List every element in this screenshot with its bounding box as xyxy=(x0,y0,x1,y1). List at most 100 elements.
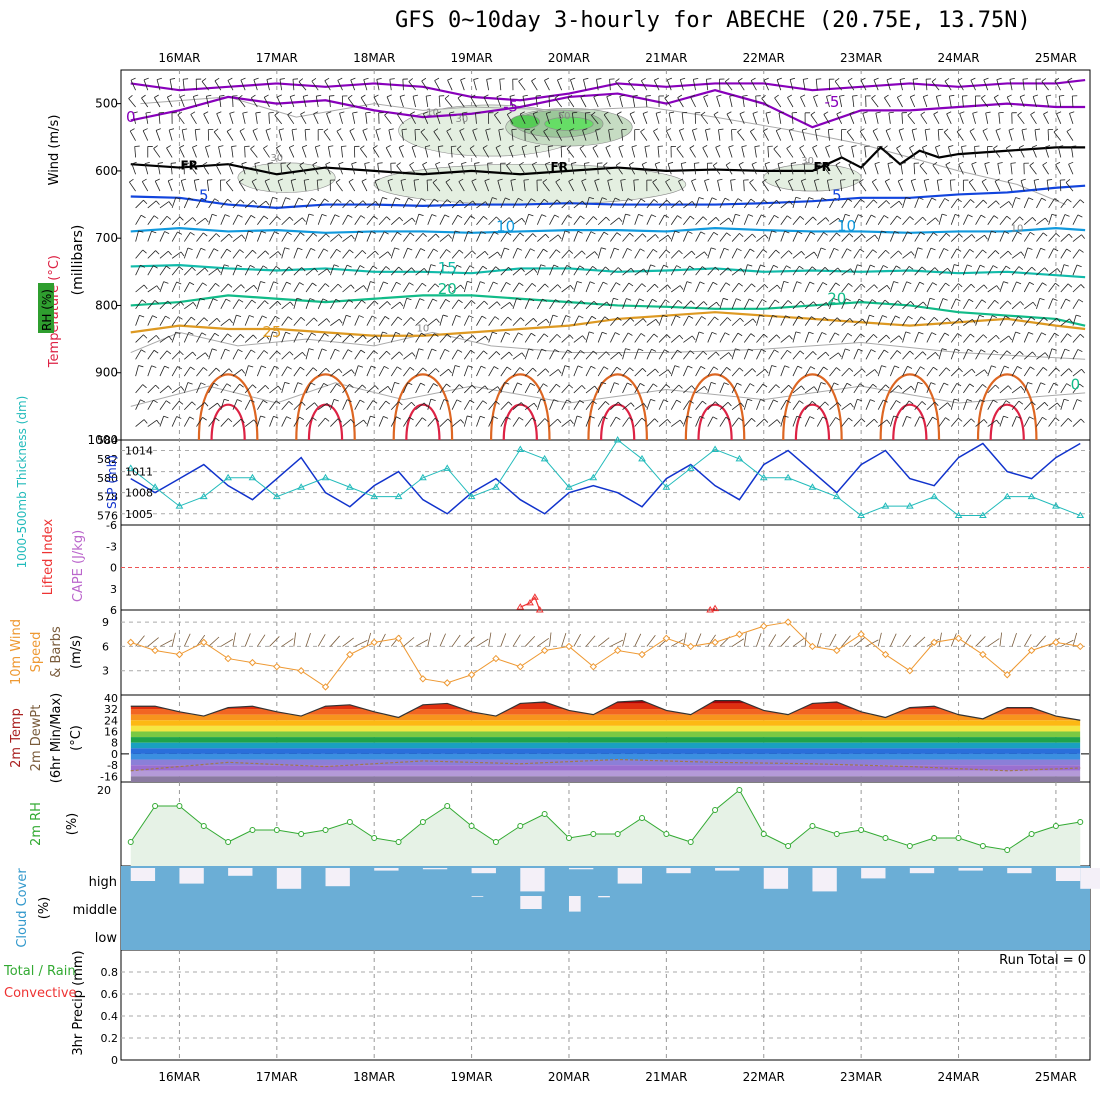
wind-barb xyxy=(582,130,587,141)
wind-barb-flag xyxy=(1056,268,1061,273)
temperature-contour-35 xyxy=(697,403,733,441)
wind-barb-flag xyxy=(898,250,903,255)
wind-barb xyxy=(695,366,702,377)
wind-barb-flag xyxy=(218,145,224,148)
wind-barb xyxy=(427,418,436,427)
wind-barb-flag xyxy=(1027,382,1033,385)
wind-barb-flag xyxy=(1021,128,1027,131)
wind-barb-flag xyxy=(823,366,828,371)
wind-barb xyxy=(987,315,993,326)
wind-barb xyxy=(317,403,328,411)
wind-barb xyxy=(822,165,830,175)
wind-barb-flag xyxy=(700,111,706,116)
wind-barb xyxy=(378,301,388,310)
wind-barb xyxy=(829,198,836,209)
wind-barb xyxy=(817,351,826,360)
wind-barb-flag xyxy=(1020,301,1024,306)
wind-barb-flag xyxy=(520,402,525,407)
wind-barb-flag xyxy=(848,233,854,238)
wind-barb xyxy=(963,418,972,427)
wind-barb xyxy=(451,249,460,259)
wind-barb xyxy=(606,96,611,108)
wind-barb xyxy=(201,81,209,91)
wind-barb-flag xyxy=(970,418,975,423)
wind-barb-flag xyxy=(142,384,147,389)
wind-barb-flag xyxy=(1030,316,1036,321)
wind-barb xyxy=(719,367,727,377)
wind-barb xyxy=(485,129,490,141)
wind-barb-flag xyxy=(169,128,175,131)
wind-barb-flag xyxy=(920,111,926,116)
wind-barb xyxy=(330,418,339,427)
date-label-bottom: 19MAR xyxy=(451,1070,493,1084)
wind-barb-flag xyxy=(1029,162,1034,166)
wind-barb xyxy=(193,180,197,192)
wind-barb xyxy=(354,384,363,394)
wind-barb xyxy=(537,198,545,209)
wind-barb-flag xyxy=(1079,199,1085,204)
wind-barb xyxy=(448,163,453,175)
wind10m-barb xyxy=(451,634,461,647)
wind-barb-flag xyxy=(825,217,830,222)
wind-barb xyxy=(183,316,192,326)
wind-barb-flag xyxy=(1010,162,1016,164)
wind-barb-flag xyxy=(240,284,245,289)
wind-barb xyxy=(620,180,623,192)
wind-barb xyxy=(634,403,644,411)
wind-barb xyxy=(184,217,193,226)
wind-barb xyxy=(834,81,842,91)
wind-barb xyxy=(738,164,745,175)
wind-barb-flag xyxy=(791,162,797,164)
wind-barb xyxy=(658,249,667,259)
wind-barb-flag xyxy=(456,399,462,403)
wind-barb-flag xyxy=(686,415,692,419)
wind-barb xyxy=(561,215,568,225)
wind-barb xyxy=(1011,197,1016,209)
wind-barb xyxy=(1060,264,1065,276)
wind-barb-flag xyxy=(861,161,867,165)
wind-barb-flag xyxy=(493,231,499,235)
wind-barb xyxy=(848,164,855,175)
wind-barb xyxy=(535,96,538,108)
wind-barb-flag xyxy=(961,145,967,148)
wind-barb-flag xyxy=(751,233,756,238)
wind-barb xyxy=(274,115,282,125)
wind-barb xyxy=(342,315,347,326)
wind-barb-flag xyxy=(264,300,269,305)
wind-barb xyxy=(950,417,959,427)
wind-barb xyxy=(257,400,264,410)
wind-barb xyxy=(183,197,190,209)
wind-barb-flag xyxy=(740,402,745,408)
wind-barb xyxy=(1072,418,1082,427)
wind-barb xyxy=(987,200,997,209)
wind-barb-flag xyxy=(298,78,304,83)
wind-barb xyxy=(220,214,226,225)
wind-barb xyxy=(1060,283,1069,293)
wind-barb xyxy=(957,80,964,91)
wind-barb xyxy=(658,369,669,377)
wind-barb-flag xyxy=(638,348,644,352)
wind-barb-flag xyxy=(373,145,378,149)
wind-barb xyxy=(253,79,258,91)
wind-barb xyxy=(1036,197,1042,209)
wind-barb xyxy=(950,264,955,276)
wind-barb-flag xyxy=(167,94,173,98)
wind-barb xyxy=(317,233,327,242)
wind-barb-flag xyxy=(557,369,562,374)
wind-barb xyxy=(792,400,800,410)
wind-barb xyxy=(403,217,413,226)
lifted-index-point xyxy=(516,603,525,610)
wind-barb-flag xyxy=(252,200,257,205)
wind-barb-flag xyxy=(260,281,266,284)
wind-barb xyxy=(279,79,283,91)
wind-barb-flag xyxy=(358,315,364,318)
wind-barb xyxy=(884,181,891,192)
wind-barb-flag xyxy=(824,316,829,321)
wind-barb-flag xyxy=(265,335,270,340)
rh2m-point xyxy=(809,823,816,829)
wind-barb xyxy=(486,79,490,91)
wind-barb-flag xyxy=(141,299,147,304)
wind-barb xyxy=(293,298,298,309)
wind-barb xyxy=(985,112,989,124)
wind-barb-flag xyxy=(519,367,525,371)
